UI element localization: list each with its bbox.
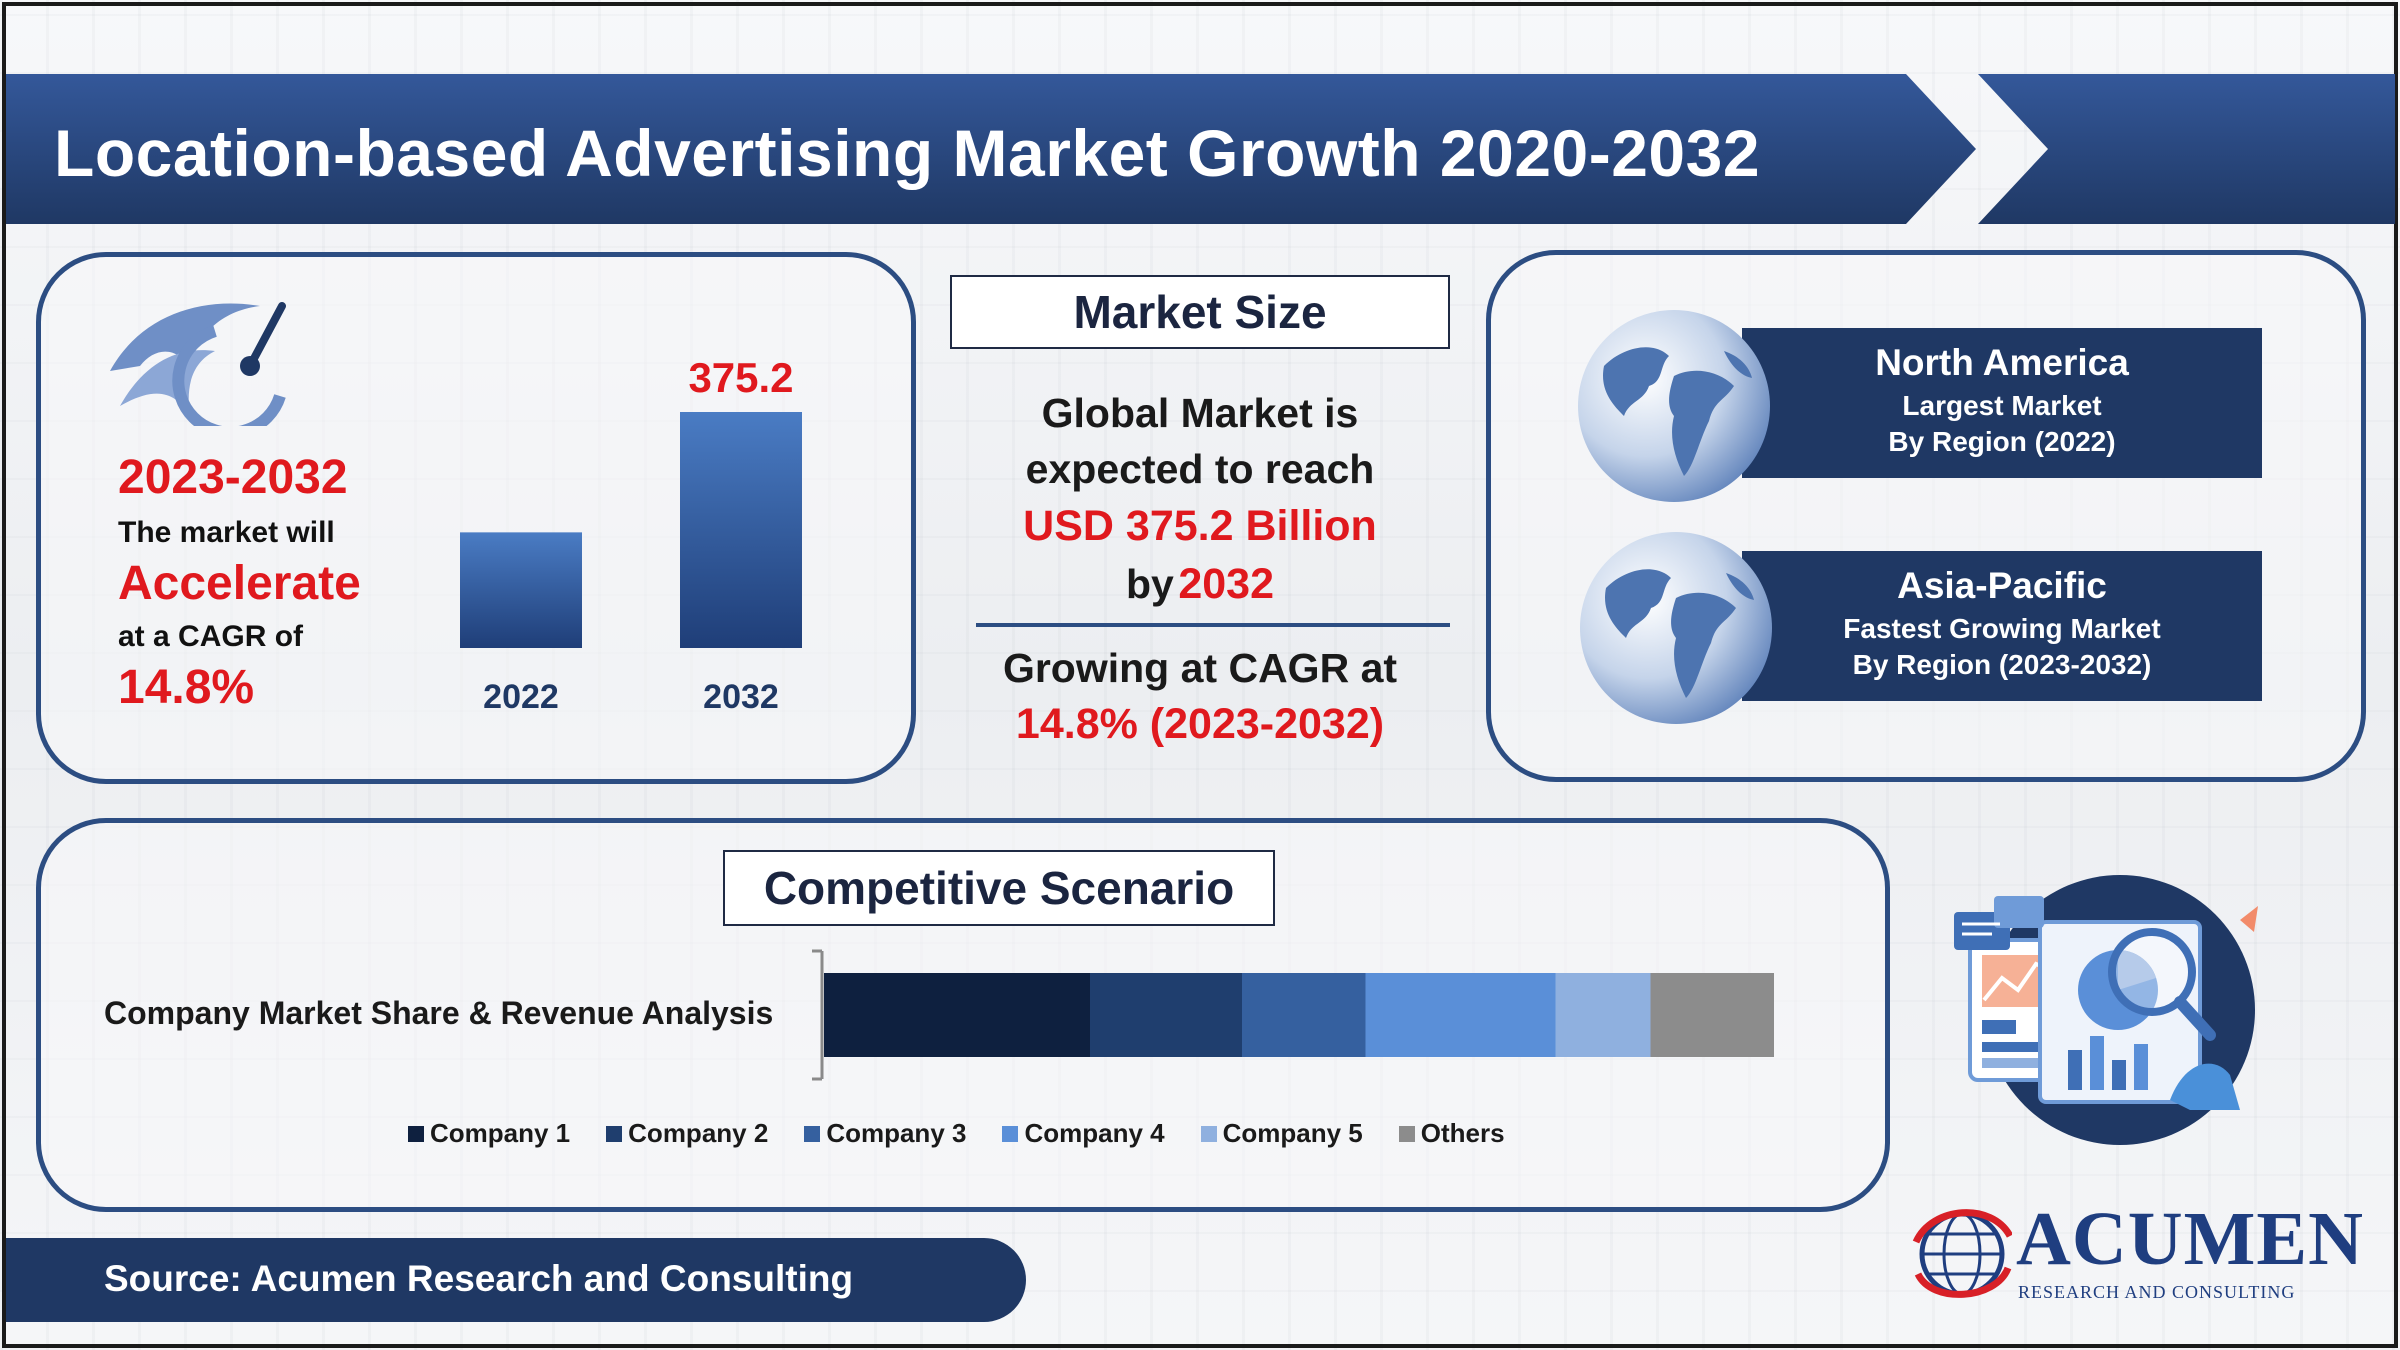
competitive-heading: Competitive Scenario <box>723 850 1275 926</box>
source-text: Source: Acumen Research and Consulting <box>104 1258 854 1299</box>
region-line1: Largest Market <box>1902 390 2102 421</box>
header-banner <box>6 74 1976 224</box>
legend-swatch <box>804 1125 821 1142</box>
growth-emphasis: Accelerate <box>118 557 361 610</box>
market-size-value: USD 375.2 Billion <box>1023 502 1377 550</box>
legend-swatch <box>1200 1125 1217 1142</box>
acumen-globe-logo-icon <box>1912 1209 2012 1298</box>
bar-2032 <box>680 412 802 648</box>
market-size-by-year: 2032 <box>1178 560 1274 608</box>
region-card-asia-pacific: Asia-Pacific Fastest Growing Market By R… <box>1742 551 2262 701</box>
bar-2022 <box>460 532 582 648</box>
legend-item: Company 4 <box>1002 1118 1165 1149</box>
page-title: Location-based Advertising Market Growth… <box>54 116 1761 190</box>
legend-item: Company 2 <box>606 1118 768 1149</box>
region-line2: By Region (2022) <box>1888 426 2116 457</box>
header-chevron <box>1978 74 2395 224</box>
market-size-line1: Global Market is <box>1041 390 1359 436</box>
source-banner <box>6 1238 1026 1322</box>
legend-item: Company 1 <box>408 1118 570 1149</box>
market-size-heading: Market Size <box>950 275 1450 349</box>
segment-company-1 <box>824 973 1090 1057</box>
legend-label: Company 4 <box>1024 1118 1165 1148</box>
market-size-by-prefix: by <box>1126 561 1174 607</box>
growth-line1: The market will <box>118 516 335 549</box>
bar-value-label: 375.2 <box>688 354 793 401</box>
legend-swatch <box>606 1125 623 1142</box>
globe-icon <box>1580 532 1772 724</box>
legend-swatch <box>408 1125 424 1142</box>
legend-label: Company 2 <box>628 1118 769 1148</box>
company-share-legend: Company 1 Company 2 Company 3 Company 4 Comp… <box>408 1118 1505 1149</box>
region-title: North America <box>1875 342 2129 383</box>
market-size-growing: Growing at CAGR at <box>1002 645 1398 691</box>
growth-cagr: 14.8% <box>118 661 255 714</box>
bar-category-label: 2022 <box>483 678 559 716</box>
region-title: Asia-Pacific <box>1897 565 2107 606</box>
market-size-bar-chart: 2022 2032 375.2 <box>460 354 802 716</box>
bar-category-label: 2032 <box>703 678 779 716</box>
segment-company-4 <box>1365 973 1556 1057</box>
segment-company-3 <box>1242 973 1366 1057</box>
logo-tagline: RESEARCH AND CONSULTING <box>2018 1282 2296 1302</box>
region-line1: Fastest Growing Market <box>1843 613 2161 644</box>
region-line2: By Region (2023-2032) <box>1852 649 2152 680</box>
legend-item: Others <box>1398 1118 1505 1149</box>
legend-label: Others <box>1420 1118 1505 1148</box>
legend-swatch <box>1398 1125 1415 1142</box>
legend-item: Company 5 <box>1200 1118 1363 1149</box>
market-size-divider <box>976 623 1450 627</box>
segment-company-5 <box>1555 973 1651 1057</box>
legend-label: Company 1 <box>430 1118 571 1148</box>
market-size-by-line: by 2032 <box>1126 560 1274 609</box>
growth-line2: at a CAGR of <box>118 620 304 653</box>
competitive-row-label: Company Market Share & Revenue Analysis <box>104 995 774 1031</box>
legend-swatch <box>1002 1125 1019 1142</box>
logo-wordmark: ACUMEN <box>2016 1197 2364 1281</box>
segment-others <box>1650 973 1774 1057</box>
company-share-stacked-bar <box>812 949 1774 1081</box>
analytics-illustration-icon <box>1954 875 2258 1145</box>
legend-label: Company 5 <box>1222 1118 1363 1148</box>
market-size-cagr: 14.8% (2023-2032) <box>1015 700 1385 748</box>
legend-label: Company 3 <box>826 1118 967 1148</box>
segment-company-2 <box>1090 973 1242 1057</box>
speedometer-icon <box>110 302 286 426</box>
region-card-north-america: North America Largest Market By Region (… <box>1742 328 2262 478</box>
globe-icon <box>1578 310 1770 502</box>
legend-item: Company 3 <box>804 1118 966 1149</box>
growth-period: 2023-2032 <box>118 451 348 504</box>
market-size-line2: expected to reach <box>1025 446 1375 492</box>
